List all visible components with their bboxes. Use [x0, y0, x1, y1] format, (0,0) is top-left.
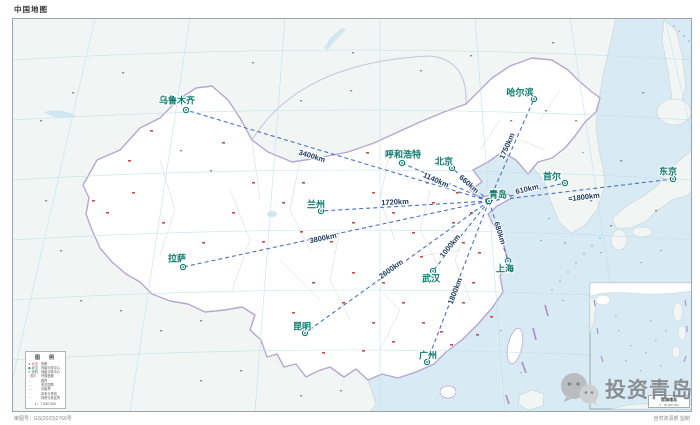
route-line [451, 167, 490, 202]
graticule [13, 19, 691, 411]
city-marker [398, 159, 406, 167]
kyushu-island [610, 229, 628, 251]
qinghai-lake [267, 211, 277, 217]
luzon-island [517, 389, 545, 411]
legend-rows: ★ 北京 首都 ◉ 武汉 省级行政中心 ⊙ 洛阳 地级行政中心 · 首尔 外国首都 — 国界 – –… [28, 362, 63, 401]
inset-caption: 南海诸岛 1：30 000 000 [648, 395, 690, 408]
mongolia-border [251, 55, 467, 141]
shikoku-island [631, 226, 653, 238]
city-specks [40, 42, 662, 397]
watermark: 投资青岛 [558, 371, 693, 407]
city-marker [317, 207, 325, 215]
route-line [488, 98, 535, 202]
legend-item: – – 未定国界 [28, 383, 54, 388]
ryukyu-islands [551, 25, 690, 291]
route-line [488, 200, 509, 262]
legend-item: · 首尔 外国首都 [28, 374, 54, 379]
city-marker [448, 164, 456, 172]
hokkaido-island [656, 98, 691, 126]
lake-balkhash [44, 110, 76, 118]
lake-baikal [324, 28, 346, 50]
legend-item: — 国界 [28, 378, 48, 383]
route-line [320, 200, 490, 212]
wechat-icon [561, 373, 599, 405]
route-line [185, 109, 490, 202]
legend-item: ★ 北京 首都 [28, 361, 48, 366]
inset-title: 南海诸岛 [661, 396, 677, 402]
route-line [401, 162, 490, 202]
route-line [304, 200, 490, 334]
legend-title: 图 例 [34, 354, 56, 361]
watermark-text: 投资青岛 [605, 379, 693, 402]
legend-item: ╌╌ 军事分界线 [28, 391, 57, 396]
route-line [182, 200, 490, 268]
city-marker [504, 257, 512, 265]
city-marker [182, 106, 190, 114]
route-line [432, 200, 490, 272]
city-marker [423, 358, 431, 366]
legend-scale: 1：7 000 000 [34, 401, 57, 406]
hainan-island [439, 385, 457, 399]
city-marker [179, 263, 187, 271]
city-marker [669, 175, 677, 183]
map-review-number: 审图号：GS(2023)2766号 [14, 416, 72, 422]
city-marker [561, 179, 569, 187]
legend-item: ── 省级界 [28, 387, 51, 392]
hub-marker [485, 197, 493, 205]
city-marker [429, 267, 437, 275]
legend-item: ┈┈ 特别行政区界 [28, 396, 61, 400]
honshu-island [611, 150, 691, 229]
sea-boundary-dashes [505, 304, 549, 405]
map-frame [12, 18, 692, 412]
route-line [426, 200, 490, 363]
legend-item: ◉ 武汉 省级行政中心 [28, 365, 61, 370]
legend-item: ⊙ 洛阳 地级行政中心 [28, 370, 61, 375]
city-marker [301, 329, 309, 337]
city-markers [179, 95, 677, 366]
map-title: 中国地图 [14, 5, 48, 14]
south-china-sea-inset [589, 282, 691, 410]
taiwan-island [506, 327, 524, 365]
map-producer: 自然资源部 监制 [653, 416, 690, 422]
province-borders [159, 89, 561, 351]
route-line [488, 182, 566, 202]
route-line [488, 178, 674, 202]
route-lines [182, 98, 674, 363]
city-marker [530, 95, 538, 103]
inset-scale: 1：30 000 000 [659, 402, 679, 407]
china-map-svg [13, 19, 691, 411]
legend-box: 图 例 ★ 北京 首都 ◉ 武汉 省级行政中心 ⊙ 洛阳 地级行政中心 · 首尔 外国首都 — 国… [25, 351, 66, 409]
